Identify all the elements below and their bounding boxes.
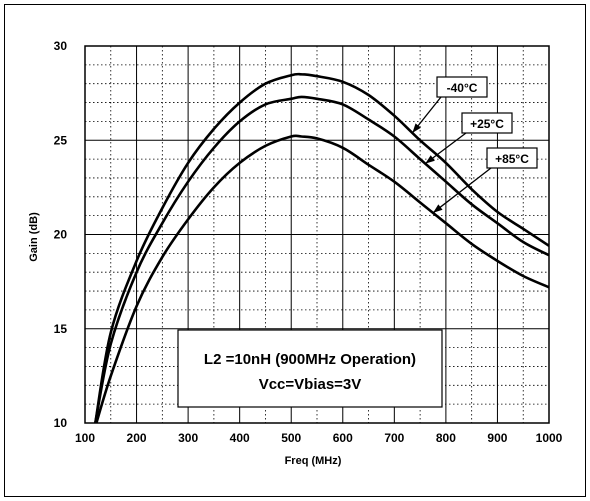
figure-frame	[4, 4, 586, 497]
y-tick-label: 25	[54, 133, 68, 147]
x-tick-label: 500	[281, 431, 301, 445]
note-line-2: Vcc=Vbias=3V	[259, 376, 362, 393]
x-tick-labels: 100 200 300 400 500 600 700 800 900 1000	[75, 431, 563, 445]
x-tick-label: 200	[127, 431, 147, 445]
y-tick-labels: 10 15 20 25 30	[54, 39, 68, 430]
x-tick-label: 1000	[536, 431, 563, 445]
x-tick-label: 100	[75, 431, 95, 445]
x-tick-label: 700	[384, 431, 404, 445]
x-axis-label: Freq (MHz)	[285, 455, 342, 467]
x-tick-label: 900	[487, 431, 507, 445]
major-grid	[85, 46, 549, 423]
callout-box	[461, 112, 513, 134]
callout-box	[436, 76, 488, 98]
callout-arrowhead	[425, 155, 435, 164]
y-tick-label: 10	[54, 416, 68, 430]
y-tick-label: 20	[54, 228, 68, 242]
callout-label: -40°C	[447, 81, 478, 95]
plot-area-border	[84, 45, 550, 424]
series-line-1	[94, 95, 549, 423]
series-callouts: -40°C +25°C +85°C	[411, 76, 538, 214]
operating-conditions-note: L2 =10nH (900MHz Operation) Vcc=Vbias=3V	[177, 329, 443, 408]
x-tick-label: 400	[230, 431, 250, 445]
callout-label: +85°C	[495, 152, 529, 166]
note-box	[177, 329, 443, 408]
callout-leader	[432, 167, 492, 214]
y-axis-label: Gain (dB)	[28, 212, 40, 262]
callout-label: +25°C	[470, 117, 504, 131]
note-line-1: L2 =10nH (900MHz Operation)	[204, 351, 416, 368]
callout-arrowhead	[433, 204, 443, 213]
callout-arrowhead	[412, 123, 421, 133]
x-tick-label: 800	[436, 431, 456, 445]
x-tick-label: 600	[333, 431, 353, 445]
y-tick-label: 30	[54, 39, 68, 53]
series-line-2	[95, 134, 549, 423]
x-tick-label: 300	[178, 431, 198, 445]
y-tick-label: 15	[54, 322, 68, 336]
callout-box	[486, 147, 538, 169]
